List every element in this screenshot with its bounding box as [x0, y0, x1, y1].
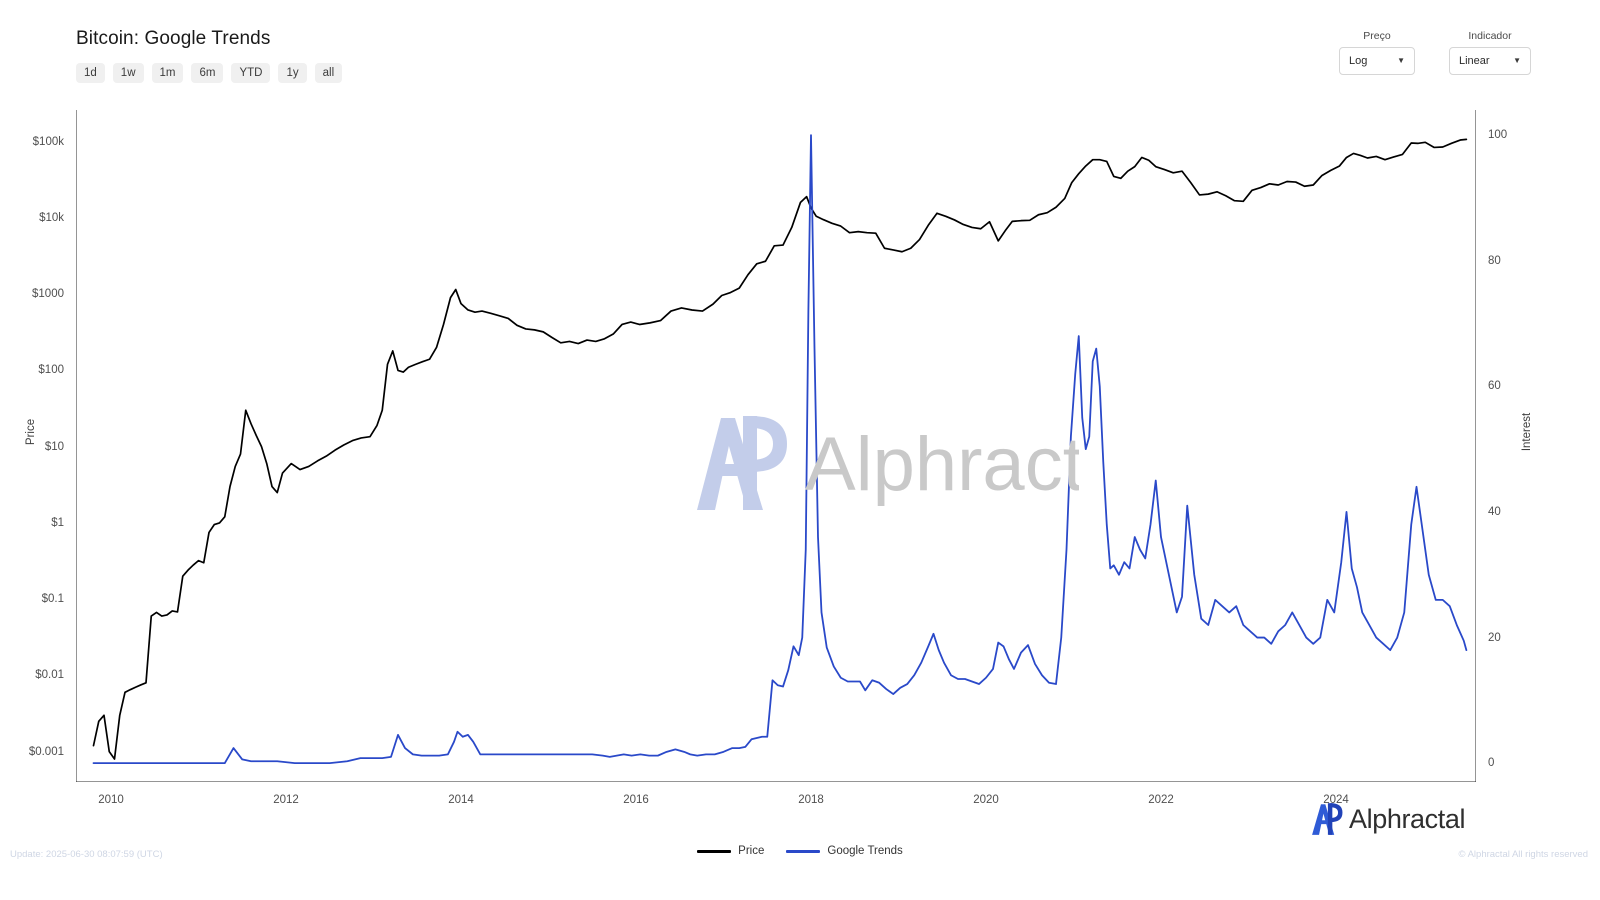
update-timestamp: Update: 2025-06-30 08:07:59 (UTC) — [10, 849, 163, 860]
y-left-tick-label: $100k — [32, 135, 64, 148]
range-button-all[interactable]: all — [314, 63, 343, 83]
time-range-selector: 1d 1w 1m 6m YTD 1y all — [76, 63, 343, 83]
x-tick-label: 2010 — [98, 794, 124, 806]
x-tick-label: 2016 — [623, 794, 649, 806]
range-button-ytd[interactable]: YTD — [231, 63, 271, 83]
x-tick-label: 2020 — [973, 794, 999, 806]
y-left-tick-label: $0.01 — [35, 669, 64, 682]
range-button-1w[interactable]: 1w — [112, 63, 144, 83]
price-scale-value: Log — [1349, 55, 1368, 67]
data-series-group — [92, 134, 1468, 765]
legend-item-google-trends[interactable]: Google Trends — [786, 845, 903, 857]
axis-lines — [76, 110, 1476, 782]
y-right-tick-label: 80 — [1488, 254, 1501, 267]
ap-monogram-icon — [1312, 803, 1343, 835]
range-button-1m[interactable]: 1m — [151, 63, 184, 83]
x-tick-label: 2012 — [273, 794, 299, 806]
y-right-axis-title: Interest — [1521, 412, 1534, 452]
price-scale-label: Preço — [1363, 30, 1391, 42]
legend-label: Google Trends — [827, 845, 903, 857]
y-left-tick-label: $1 — [51, 516, 64, 529]
page-title: Bitcoin: Google Trends — [76, 28, 271, 49]
indicator-scale-control: Indicador Linear ▼ — [1449, 30, 1531, 75]
chart-legend: Price Google Trends — [0, 845, 1600, 857]
series-line-price — [92, 138, 1468, 760]
indicator-scale-value: Linear — [1459, 55, 1490, 67]
legend-swatch — [697, 849, 732, 853]
y-right-tick-label: 20 — [1488, 631, 1501, 644]
range-button-6m[interactable]: 6m — [191, 63, 224, 83]
price-scale-select[interactable]: Log ▼ — [1339, 47, 1415, 75]
chevron-down-icon: ▼ — [1513, 56, 1521, 65]
y-left-tick-label: $10k — [39, 211, 64, 224]
copyright-text: © Alphractal All rights reserved — [1458, 849, 1588, 860]
range-button-1y[interactable]: 1y — [278, 63, 307, 83]
brand-logo: Alphractal — [1307, 800, 1465, 838]
legend-swatch — [786, 849, 821, 853]
y-left-axis-title: Price — [25, 418, 38, 446]
indicator-scale-label: Indicador — [1468, 30, 1512, 42]
range-button-1d[interactable]: 1d — [76, 63, 105, 83]
x-tick-label: 2018 — [798, 794, 824, 806]
y-left-tick-label: $100 — [38, 364, 64, 377]
chart-plot-area: Price Interest $100k $10k $1000 $100 $10 $1 $0… — [25, 110, 1533, 806]
y-left-tick-label: $0.001 — [28, 745, 64, 758]
legend-item-price[interactable]: Price — [697, 845, 764, 857]
y-right-tick-label: 60 — [1488, 380, 1501, 393]
y-left-tick-label: $0.1 — [41, 593, 64, 606]
y-left-tick-label: $10 — [44, 440, 64, 453]
y-left-tick-label: $1000 — [32, 288, 64, 301]
x-tick-label: 2024 — [1323, 794, 1349, 806]
y-right-tick-label: 100 — [1488, 129, 1508, 142]
x-tick-label: 2014 — [448, 794, 474, 806]
series-line-google-trends — [92, 134, 1468, 765]
x-tick-label: 2022 — [1148, 794, 1174, 806]
y-right-tick-label: 40 — [1488, 505, 1501, 518]
chart-canvas — [76, 110, 1476, 782]
brand-text: Alphractal — [1349, 803, 1466, 834]
chevron-down-icon: ▼ — [1397, 56, 1405, 65]
price-scale-control: Preço Log ▼ — [1339, 30, 1415, 75]
indicator-scale-select[interactable]: Linear ▼ — [1449, 47, 1531, 75]
y-right-tick-label: 0 — [1488, 757, 1495, 770]
legend-label: Price — [738, 845, 765, 857]
